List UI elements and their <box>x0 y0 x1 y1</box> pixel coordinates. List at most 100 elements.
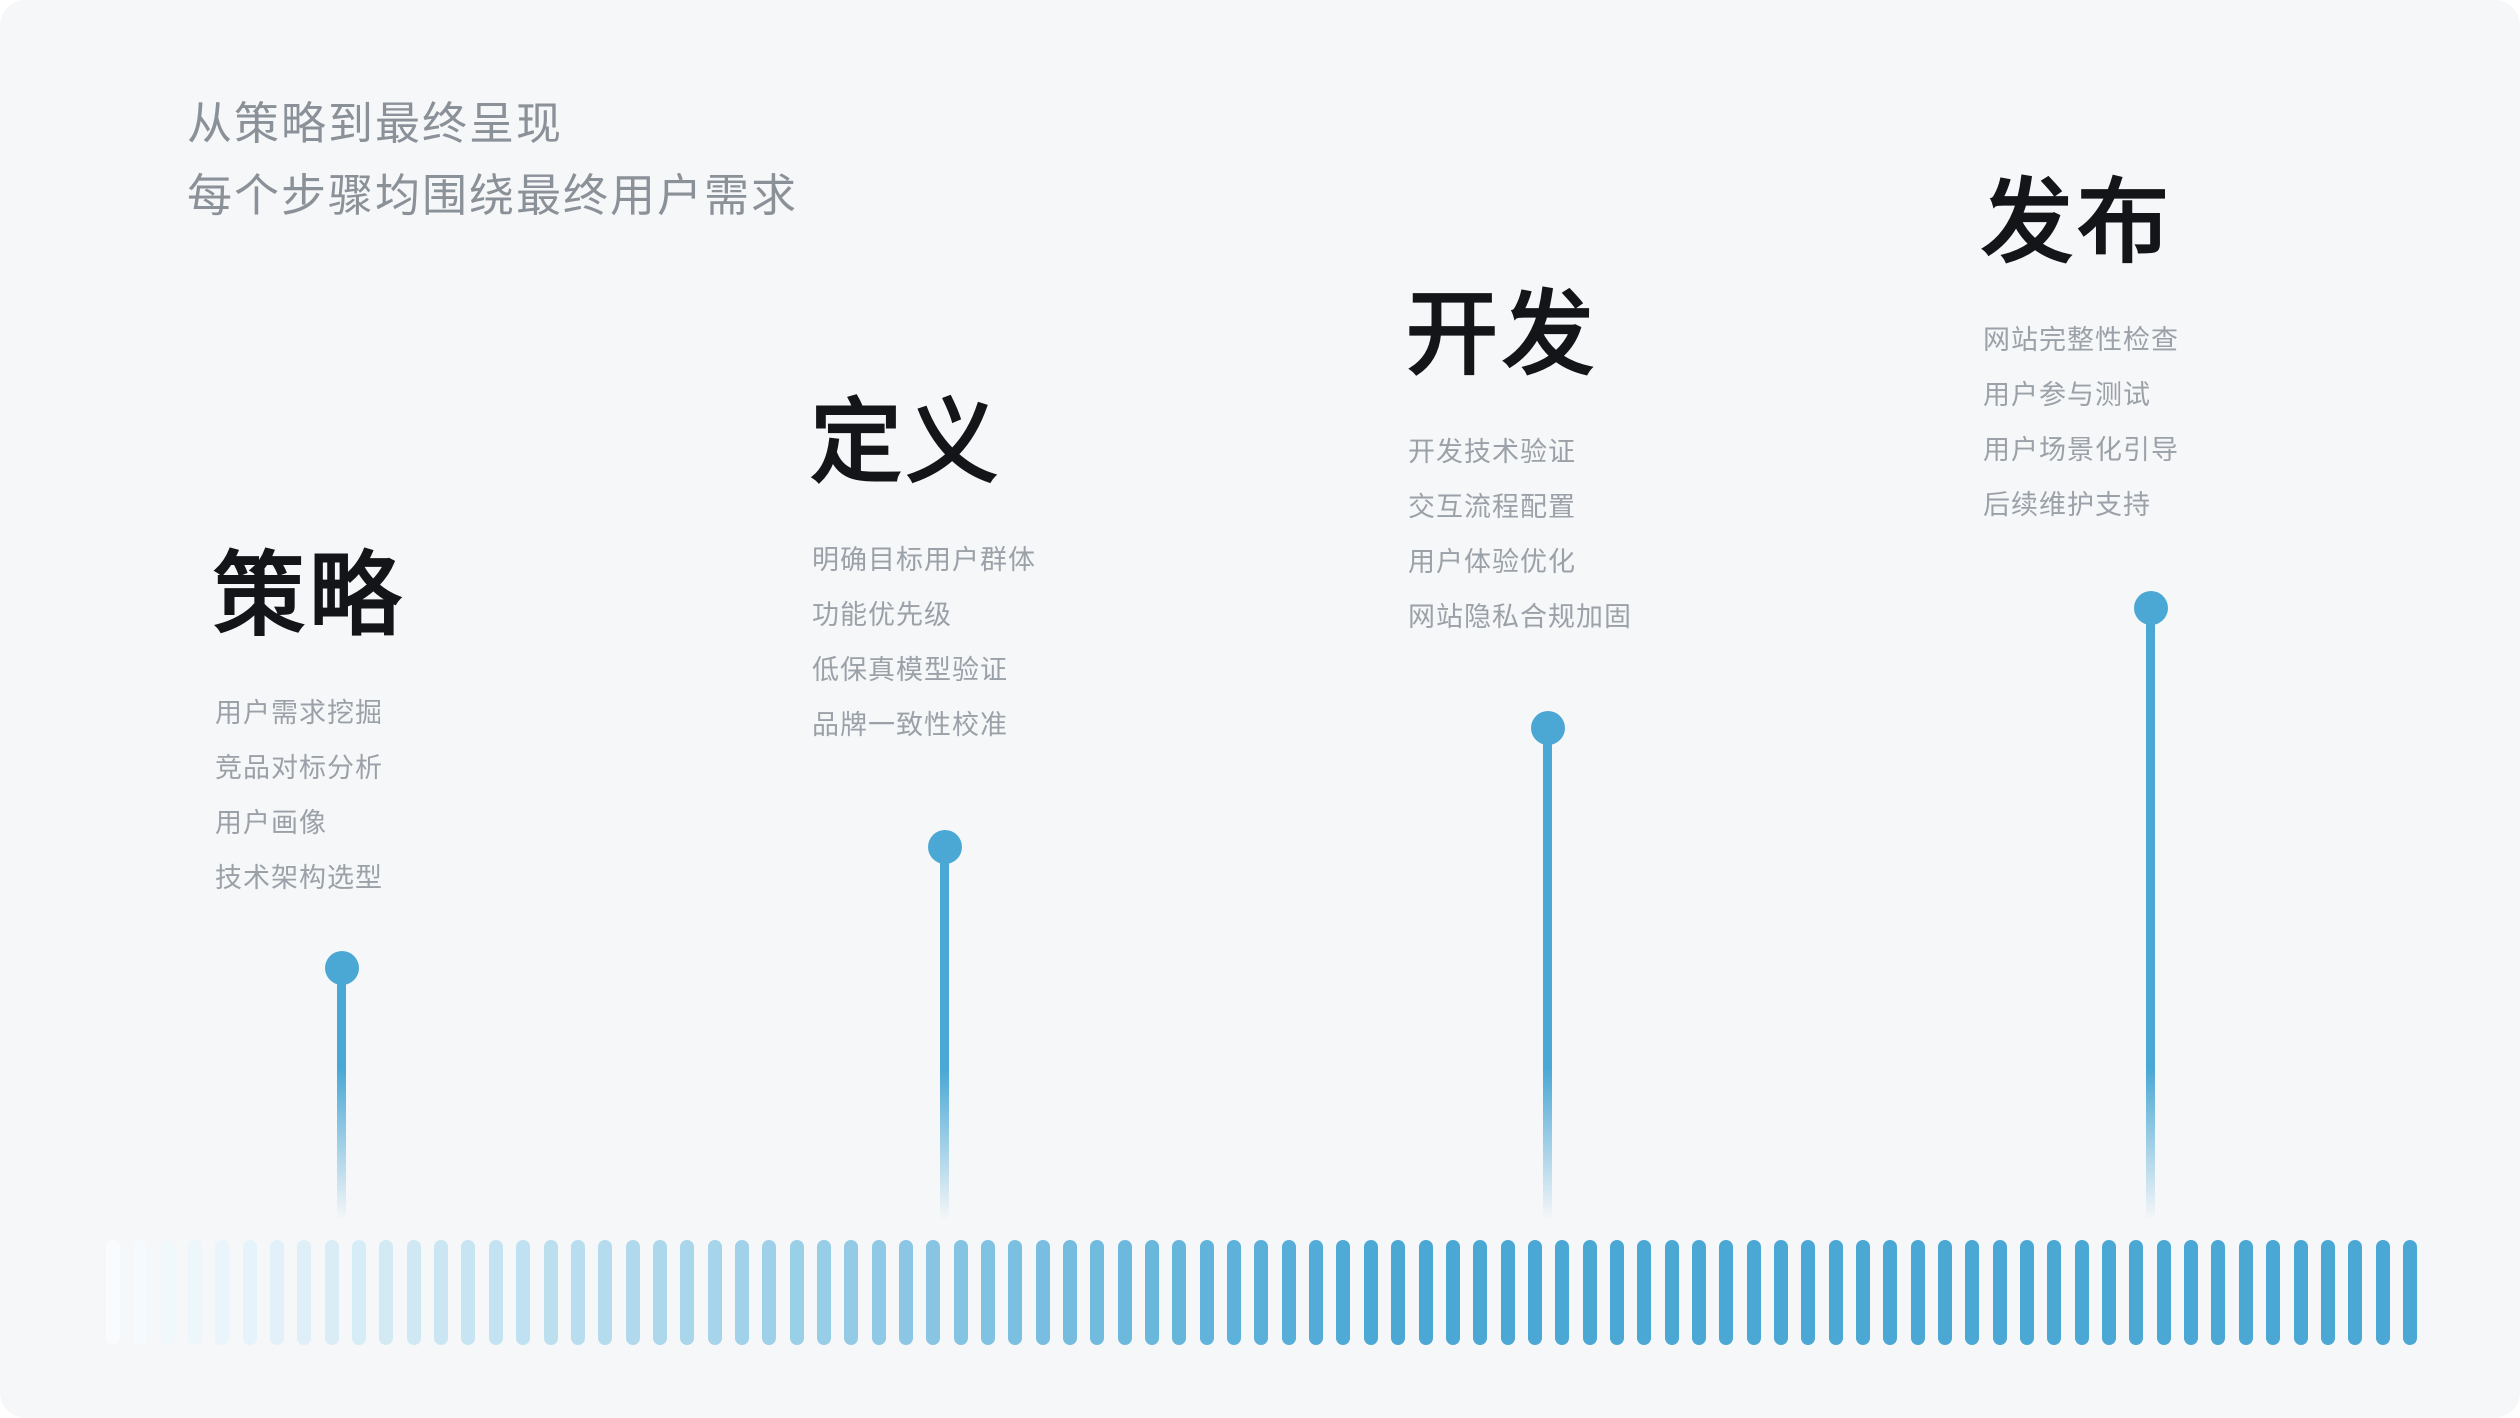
timeline-bar <box>816 1240 831 1345</box>
stage-title: 开发 <box>1406 284 1599 386</box>
timeline-bar <box>1473 1240 1488 1345</box>
timeline-bar <box>2293 1240 2308 1345</box>
timeline-bar <box>953 1240 968 1345</box>
timeline-bar <box>1609 1240 1624 1345</box>
timeline-bar <box>1363 1240 1378 1345</box>
header-line-1: 从策略到最终呈现 <box>187 98 564 149</box>
timeline-bar <box>1063 1240 1078 1345</box>
stage-item-list: 明确目标用户群体 功能优先级 低保真模型验证 品牌一致性校准 <box>812 547 1370 739</box>
stage-item-list: 用户需求挖掘 竞品对标分析 用户画像 技术架构选型 <box>215 700 773 892</box>
timeline-bar <box>1445 1240 1460 1345</box>
timeline-bar <box>1309 1240 1324 1345</box>
timeline-bar <box>1199 1240 1214 1345</box>
header-line-2: 每个步骤均围绕最终用户需求 <box>187 170 799 221</box>
timeline-bar <box>1910 1240 1925 1345</box>
timeline-bars <box>106 1240 2417 1345</box>
stage-column-launch: 发布 网站完整性检查 用户参与测试 用户场景化引导 后续维护支持 <box>1981 175 2520 547</box>
stage-item: 用户画像 <box>215 808 327 838</box>
stage-title: 定义 <box>810 392 1003 494</box>
timeline-bar <box>215 1240 230 1345</box>
timeline-bar <box>188 1240 203 1345</box>
timeline-bar <box>1391 1240 1406 1345</box>
timeline-bar <box>1992 1240 2007 1345</box>
stage-item: 功能优先级 <box>812 600 952 630</box>
timeline-bar <box>1664 1240 1679 1345</box>
milestone-dot <box>1531 711 1565 745</box>
timeline-bar <box>324 1240 339 1345</box>
stage-item: 开发技术验证 <box>1408 437 1576 467</box>
timeline-bar <box>871 1240 886 1345</box>
timeline-bar <box>2156 1240 2171 1345</box>
header-subtitle: 从策略到最终呈现 每个步骤均围绕最终用户需求 <box>187 88 798 232</box>
timeline-bar <box>1254 1240 1269 1345</box>
timeline-bar <box>242 1240 257 1345</box>
timeline-bar <box>570 1240 585 1345</box>
timeline-bar <box>1418 1240 1433 1345</box>
timeline-bar <box>106 1240 120 1345</box>
timeline-bar <box>652 1240 667 1345</box>
timeline-bar <box>1691 1240 1706 1345</box>
milestone-dot <box>2134 591 2168 625</box>
timeline-bar <box>734 1240 749 1345</box>
timeline-bar <box>1117 1240 1132 1345</box>
timeline-bar <box>2402 1240 2417 1345</box>
timeline-bar <box>1172 1240 1187 1345</box>
stage-item-list: 网站完整性检查 用户参与测试 用户场景化引导 后续维护支持 <box>1983 327 2520 519</box>
stage-column-define: 定义 明确目标用户群体 功能优先级 低保真模型验证 品牌一致性校准 <box>810 395 1370 767</box>
milestone-stem <box>940 847 949 1220</box>
timeline-bar <box>2238 1240 2253 1345</box>
milestone-dot <box>325 951 359 985</box>
timeline-bar <box>981 1240 995 1345</box>
timeline-bar <box>1582 1240 1597 1345</box>
timeline-bar <box>1145 1240 1160 1345</box>
timeline-bar <box>160 1240 175 1345</box>
timeline-bar <box>2047 1240 2062 1345</box>
timeline-bar <box>270 1240 285 1345</box>
timeline-bar <box>844 1240 859 1345</box>
timeline-bar <box>2348 1240 2363 1345</box>
timeline-bar <box>1746 1240 1761 1345</box>
stage-item: 明确目标用户群体 <box>812 545 1036 575</box>
stage-title: 策略 <box>213 545 406 647</box>
timeline-bar <box>898 1240 913 1345</box>
timeline-bar <box>1719 1240 1734 1345</box>
timeline-bar <box>297 1240 312 1345</box>
timeline-bar <box>1008 1240 1023 1345</box>
timeline-bar <box>1336 1240 1351 1345</box>
timeline-bar <box>2266 1240 2281 1345</box>
timeline-bar <box>1227 1240 1242 1345</box>
timeline-bar <box>1828 1240 1843 1345</box>
stage-item: 用户体验优化 <box>1408 547 1576 577</box>
stage-column-strategy: 策略 用户需求挖掘 竞品对标分析 用户画像 技术架构选型 <box>213 548 773 920</box>
stage-item: 网站完整性检查 <box>1983 325 2179 355</box>
timeline-bar <box>1035 1240 1050 1345</box>
timeline-bar <box>680 1240 695 1345</box>
stage-item: 竞品对标分析 <box>215 753 383 783</box>
stage-item: 后续维护支持 <box>1983 490 2151 520</box>
timeline-bar <box>2320 1240 2335 1345</box>
milestone-stem <box>1543 728 1552 1220</box>
timeline-bar <box>1883 1240 1898 1345</box>
timeline-bar <box>2184 1240 2199 1345</box>
milestone-dot <box>928 830 962 864</box>
timeline-bar <box>1090 1240 1105 1345</box>
timeline-bar <box>1801 1240 1816 1345</box>
timeline-bar <box>926 1240 941 1345</box>
timeline-bar <box>543 1240 558 1345</box>
stage-item: 品牌一致性校准 <box>812 710 1008 740</box>
stage-column-develop: 开发 开发技术验证 交互流程配置 用户体验优化 网站隐私合规加固 <box>1406 287 1966 659</box>
timeline-bar <box>2074 1240 2089 1345</box>
timeline-bar <box>762 1240 777 1345</box>
stage-item: 交互流程配置 <box>1408 492 1576 522</box>
timeline-bar <box>2020 1240 2035 1345</box>
timeline-bar <box>379 1240 394 1345</box>
stage-item: 用户参与测试 <box>1983 380 2151 410</box>
timeline-bar <box>1965 1240 1980 1345</box>
stage-item: 用户场景化引导 <box>1983 435 2179 465</box>
timeline-bar <box>598 1240 613 1345</box>
timeline-bar <box>2211 1240 2226 1345</box>
milestone-stem <box>2146 608 2155 1220</box>
stage-item: 网站隐私合规加固 <box>1408 602 1632 632</box>
timeline-bar <box>434 1240 449 1345</box>
